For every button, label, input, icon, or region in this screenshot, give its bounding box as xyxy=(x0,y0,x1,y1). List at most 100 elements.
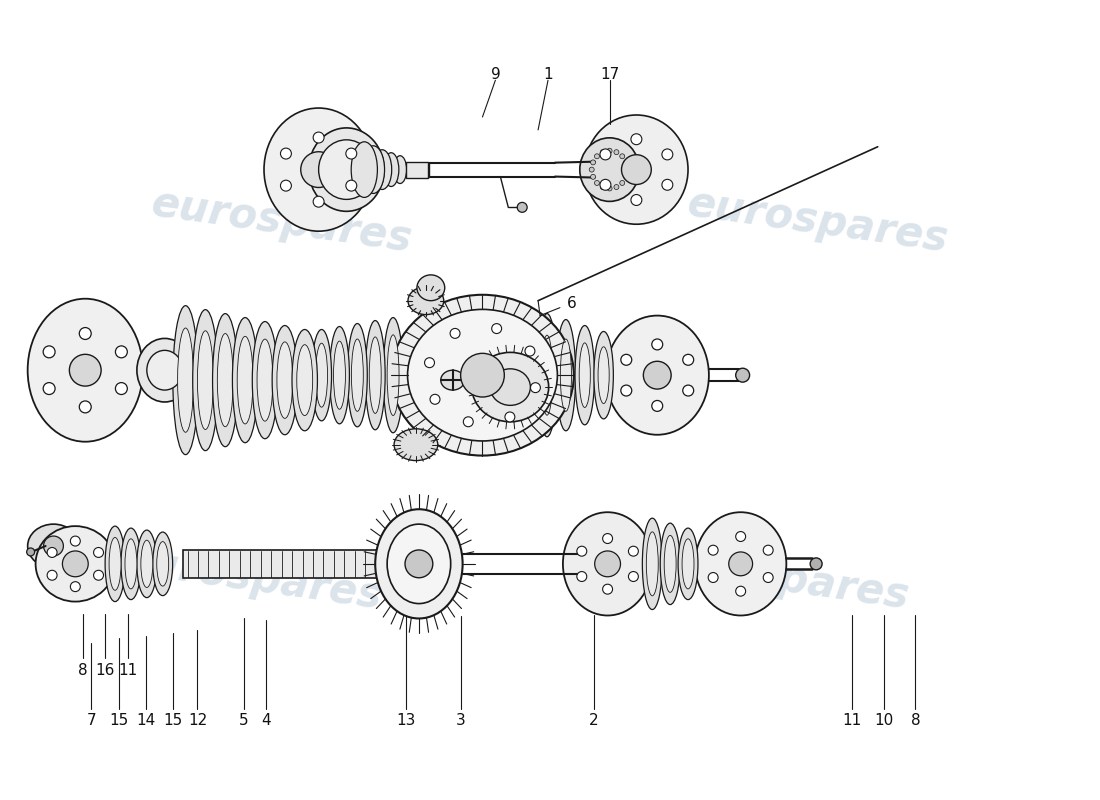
Ellipse shape xyxy=(177,328,194,432)
Circle shape xyxy=(405,550,432,578)
Circle shape xyxy=(614,185,619,190)
Text: 10: 10 xyxy=(874,714,893,728)
Ellipse shape xyxy=(387,335,399,415)
Ellipse shape xyxy=(192,310,218,450)
Circle shape xyxy=(621,154,651,185)
Text: 7: 7 xyxy=(87,714,96,728)
Ellipse shape xyxy=(585,115,688,224)
Ellipse shape xyxy=(362,146,385,194)
Bar xyxy=(406,162,428,178)
Ellipse shape xyxy=(375,510,463,618)
Circle shape xyxy=(736,368,749,382)
Text: 15: 15 xyxy=(109,714,129,728)
Circle shape xyxy=(620,354,631,366)
Ellipse shape xyxy=(351,339,363,411)
Ellipse shape xyxy=(297,345,312,415)
Ellipse shape xyxy=(383,318,403,433)
Circle shape xyxy=(280,148,292,159)
Circle shape xyxy=(530,382,540,393)
Text: 1: 1 xyxy=(543,66,553,82)
Ellipse shape xyxy=(333,341,345,410)
Text: eurospares: eurospares xyxy=(119,540,385,618)
Ellipse shape xyxy=(35,526,116,602)
Circle shape xyxy=(662,149,673,160)
Ellipse shape xyxy=(272,326,298,434)
Ellipse shape xyxy=(277,342,293,418)
Circle shape xyxy=(628,571,638,582)
Ellipse shape xyxy=(580,138,639,202)
Circle shape xyxy=(590,167,594,172)
Ellipse shape xyxy=(394,156,407,183)
Ellipse shape xyxy=(106,526,125,602)
Ellipse shape xyxy=(218,334,233,426)
Circle shape xyxy=(300,152,337,187)
Ellipse shape xyxy=(198,330,213,430)
Circle shape xyxy=(763,573,773,582)
Ellipse shape xyxy=(580,343,591,407)
Circle shape xyxy=(70,582,80,592)
Ellipse shape xyxy=(541,335,552,415)
Circle shape xyxy=(607,186,612,191)
Circle shape xyxy=(728,552,752,576)
Ellipse shape xyxy=(125,539,136,589)
Ellipse shape xyxy=(153,532,173,596)
Ellipse shape xyxy=(408,286,443,314)
Circle shape xyxy=(63,551,88,577)
Ellipse shape xyxy=(373,150,392,190)
Ellipse shape xyxy=(370,337,382,414)
Ellipse shape xyxy=(311,330,331,421)
Circle shape xyxy=(345,148,356,159)
Circle shape xyxy=(662,179,673,190)
Ellipse shape xyxy=(660,523,680,605)
Ellipse shape xyxy=(146,350,183,390)
Circle shape xyxy=(614,150,619,154)
Ellipse shape xyxy=(491,369,530,406)
Ellipse shape xyxy=(238,336,253,424)
Text: 15: 15 xyxy=(163,714,183,728)
Circle shape xyxy=(600,179,610,190)
Ellipse shape xyxy=(319,140,374,199)
Text: 5: 5 xyxy=(240,714,249,728)
Circle shape xyxy=(601,185,605,190)
Circle shape xyxy=(708,573,718,582)
Ellipse shape xyxy=(109,538,121,590)
Ellipse shape xyxy=(136,530,157,598)
Ellipse shape xyxy=(408,310,558,441)
Ellipse shape xyxy=(594,331,614,419)
Circle shape xyxy=(450,329,460,338)
Circle shape xyxy=(603,534,613,543)
Circle shape xyxy=(625,167,630,172)
Text: 14: 14 xyxy=(136,714,155,728)
Circle shape xyxy=(594,154,600,158)
Circle shape xyxy=(280,180,292,191)
Text: eurospares: eurospares xyxy=(646,540,912,618)
Text: 8: 8 xyxy=(911,714,921,728)
Bar xyxy=(183,550,392,578)
Circle shape xyxy=(591,160,595,165)
Circle shape xyxy=(619,181,625,186)
Circle shape xyxy=(79,327,91,339)
Circle shape xyxy=(628,546,638,556)
Circle shape xyxy=(70,536,80,546)
Circle shape xyxy=(94,547,103,558)
Ellipse shape xyxy=(292,330,318,430)
Ellipse shape xyxy=(387,524,451,603)
Circle shape xyxy=(505,412,515,422)
Circle shape xyxy=(631,194,642,206)
Circle shape xyxy=(591,174,595,179)
Circle shape xyxy=(425,358,435,368)
Circle shape xyxy=(69,354,101,386)
Ellipse shape xyxy=(417,275,444,301)
Circle shape xyxy=(79,401,91,413)
Circle shape xyxy=(624,174,628,179)
Circle shape xyxy=(44,536,64,556)
Text: 6: 6 xyxy=(566,296,576,311)
Circle shape xyxy=(116,346,128,358)
Circle shape xyxy=(463,417,473,426)
Circle shape xyxy=(652,401,662,411)
Circle shape xyxy=(594,181,600,186)
Ellipse shape xyxy=(392,294,574,455)
Ellipse shape xyxy=(557,319,575,430)
Circle shape xyxy=(517,202,527,212)
Ellipse shape xyxy=(157,542,168,586)
